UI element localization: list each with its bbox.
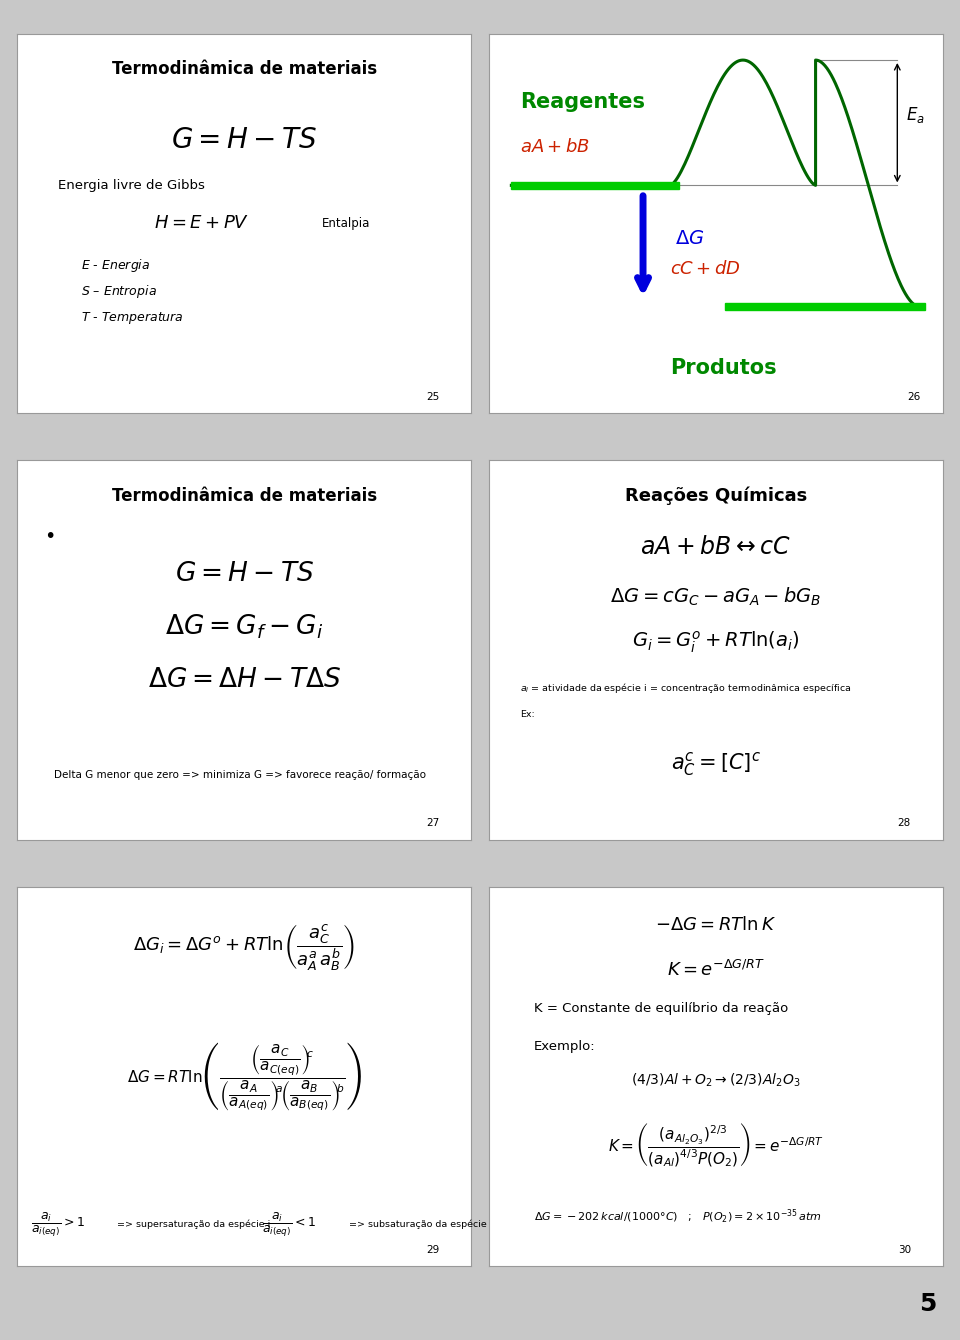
Text: $(4/3)Al + O_2 \rightarrow (2/3)Al_2O_3$: $(4/3)Al + O_2 \rightarrow (2/3)Al_2O_3$ [631,1072,801,1089]
Text: $a_C^c = [C]^c$: $a_C^c = [C]^c$ [671,750,760,777]
Text: $-\Delta G = RT\ln K$: $-\Delta G = RT\ln K$ [655,915,777,934]
Text: $\dfrac{a_i}{a_{i(eq)}} < 1$: $\dfrac{a_i}{a_{i(eq)}} < 1$ [262,1210,317,1238]
Text: Termodinâmica de materiais: Termodinâmica de materiais [111,486,377,505]
Text: $\Delta G_i = \Delta G^o + RT\ln\!\left(\dfrac{a_C^c}{a_A^a\,a_B^b}\right)$: $\Delta G_i = \Delta G^o + RT\ln\!\left(… [133,922,355,973]
Text: 5: 5 [919,1292,936,1316]
Text: $E$ - Energia: $E$ - Energia [81,256,150,273]
Text: Ex:: Ex: [520,710,535,720]
Text: $aA + bB$: $aA + bB$ [520,138,590,157]
Text: $T$ - Temperatura: $T$ - Temperatura [81,311,183,326]
Text: Energia livre de Gibbs: Energia livre de Gibbs [59,178,205,192]
Text: $S$ – Entropia: $S$ – Entropia [81,283,156,300]
Text: $\dfrac{a_i}{a_{i(eq)}} > 1$: $\dfrac{a_i}{a_{i(eq)}} > 1$ [31,1210,84,1238]
Text: Exemplo:: Exemplo: [534,1040,595,1053]
Bar [725,303,924,311]
Text: $G_i = G_i^o + RT\ln(a_i)$: $G_i = G_i^o + RT\ln(a_i)$ [632,630,800,655]
Text: Produtos: Produtos [670,358,777,378]
Text: $\Delta G = -202\,kcal/(1000°C)$   ;   $P(O_2) = 2\times10^{-35}\,atm$: $\Delta G = -202\,kcal/(1000°C)$ ; $P(O_… [534,1207,822,1226]
Text: $\Delta G = RT\ln\!\left(\dfrac{\left(\dfrac{a_C}{a_{C(eq)}}\right)^{\!\!c}}{\le: $\Delta G = RT\ln\!\left(\dfrac{\left(\d… [127,1040,362,1112]
Text: $G = H - TS$: $G = H - TS$ [171,126,318,154]
Text: => subsaturação da espécie i: => subsaturação da espécie i [348,1219,492,1229]
Text: $cC + dD$: $cC + dD$ [670,260,741,277]
Text: $aA + bB \leftrightarrow cC$: $aA + bB \leftrightarrow cC$ [640,536,791,559]
Text: $a_i$ = atividade da espécie i = concentração termodinâmica específica: $a_i$ = atividade da espécie i = concent… [520,681,852,695]
Text: 26: 26 [907,391,920,402]
Text: => supersaturação da espécie i: => supersaturação da espécie i [117,1219,271,1229]
Text: $K = e^{-\Delta G/RT}$: $K = e^{-\Delta G/RT}$ [666,959,765,981]
Text: Termodinâmica de materiais: Termodinâmica de materiais [111,60,377,78]
Text: Reagentes: Reagentes [520,92,645,111]
Text: $K = \left(\dfrac{\left(a_{Al_2O_3}\right)^{2/3}}{\left(a_{Al}\right)^{4/3}P(O_2: $K = \left(\dfrac{\left(a_{Al_2O_3}\righ… [608,1122,824,1168]
Text: $\Delta G$: $\Delta G$ [675,229,705,248]
Text: Reações Químicas: Reações Químicas [625,486,806,505]
Text: 25: 25 [426,391,440,402]
Text: $H = E + PV$: $H = E + PV$ [154,214,249,232]
Text: 27: 27 [426,819,440,828]
Text: Delta G menor que zero => minimiza G => favorece reação/ formação: Delta G menor que zero => minimiza G => … [54,770,425,780]
Bar [512,182,680,189]
Text: Entalpia: Entalpia [322,217,370,230]
Text: 30: 30 [898,1245,911,1254]
Text: $G = H - TS$: $G = H - TS$ [175,561,314,587]
Text: $\Delta G = cG_C - aG_A - bG_B$: $\Delta G = cG_C - aG_A - bG_B$ [611,586,821,608]
Text: $\Delta G = \Delta H - T\Delta S$: $\Delta G = \Delta H - T\Delta S$ [148,667,341,693]
Text: •: • [44,527,56,545]
Text: $E_a$: $E_a$ [906,105,925,125]
Text: K = Constante de equilíbrio da reação: K = Constante de equilíbrio da reação [534,1001,788,1014]
Text: 28: 28 [898,819,911,828]
Text: $\Delta G = G_f - G_i$: $\Delta G = G_f - G_i$ [165,612,324,642]
Text: 29: 29 [426,1245,440,1254]
